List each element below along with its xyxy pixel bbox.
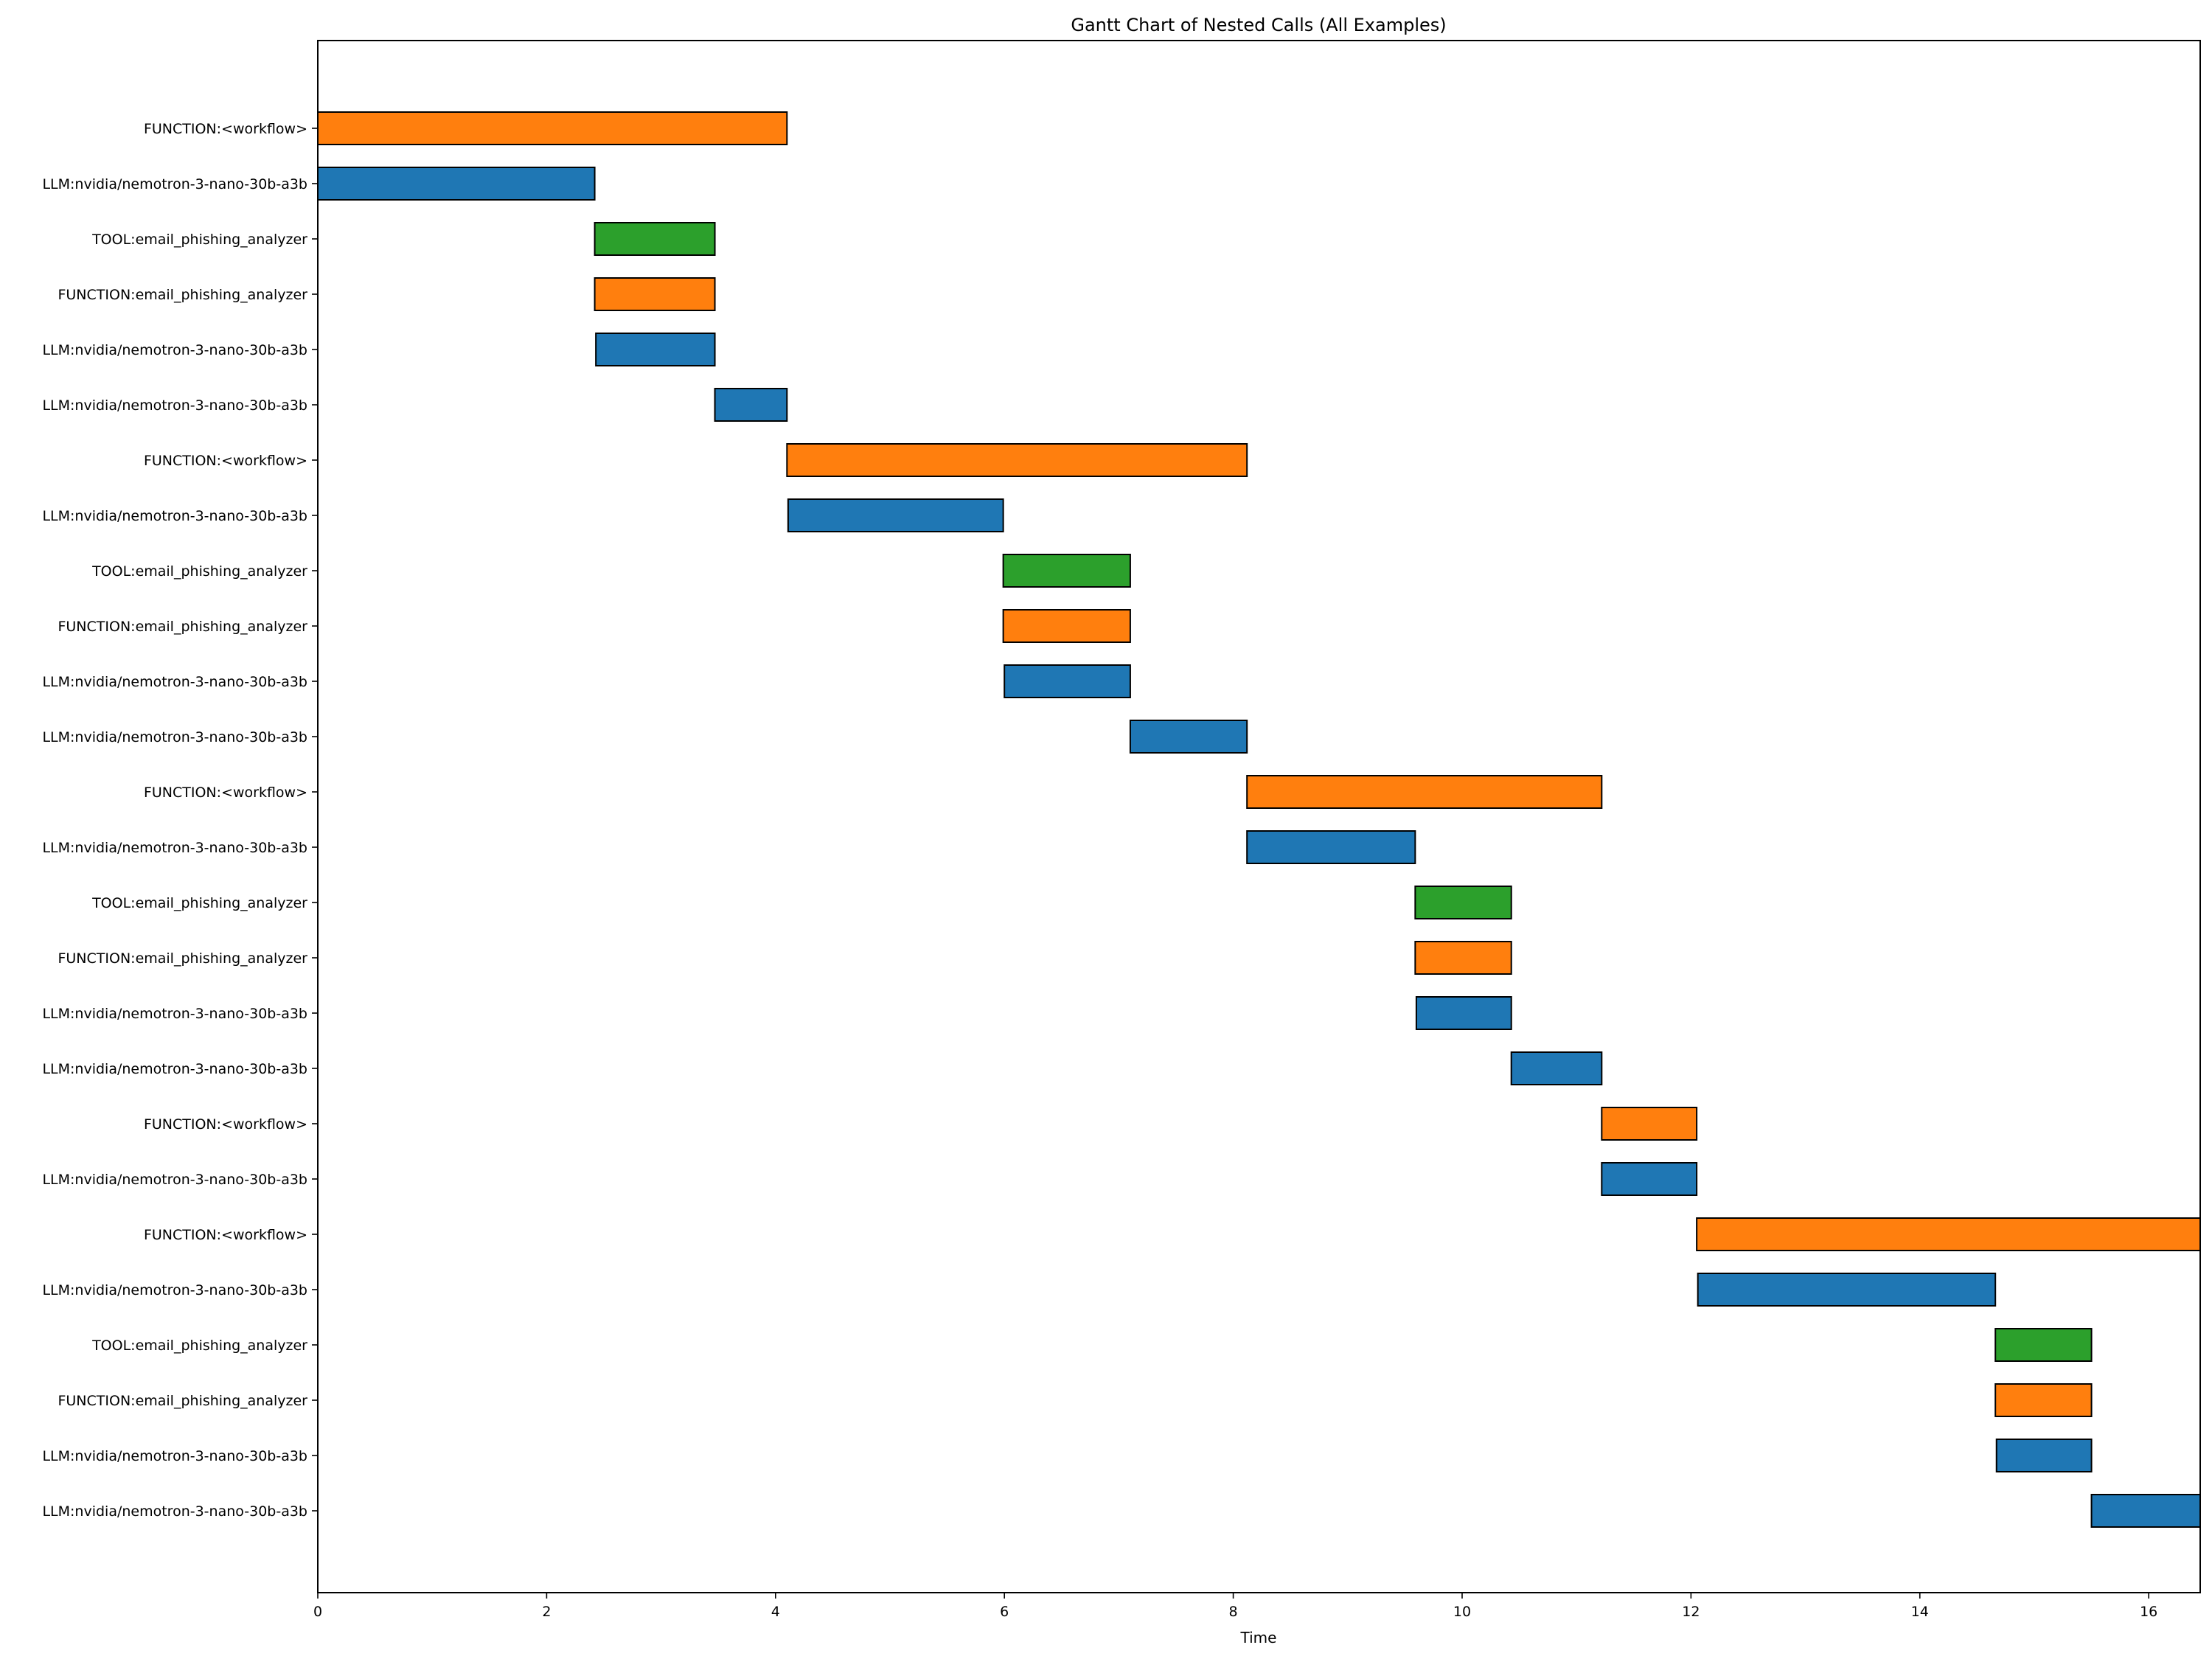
y-tick-label: LLM:nvidia/nemotron-3-nano-30b-a3b [42, 342, 307, 358]
y-tick-label: TOOL:email_phishing_analyzer [91, 563, 307, 580]
y-tick-label: FUNCTION:<workflow> [144, 785, 307, 801]
gantt-bar-llm [714, 388, 788, 422]
y-tick-label: FUNCTION:email_phishing_analyzer [58, 287, 307, 303]
y-tick-label: LLM:nvidia/nemotron-3-nano-30b-a3b [42, 1172, 307, 1188]
gantt-bar-llm [317, 167, 596, 201]
gantt-bar-llm [787, 498, 1004, 532]
y-tick-label: LLM:nvidia/nemotron-3-nano-30b-a3b [42, 1448, 307, 1464]
y-axis: FUNCTION:<workflow> LLM:nvidia/nemotron-3… [42, 121, 318, 1520]
gantt-bar-llm [1415, 996, 1512, 1030]
x-tick-label: 4 [771, 1604, 780, 1620]
y-tick-label: FUNCTION:email_phishing_analyzer [58, 619, 307, 635]
y-tick-label: LLM:nvidia/nemotron-3-nano-30b-a3b [42, 1282, 307, 1298]
y-tick-label: TOOL:email_phishing_analyzer [91, 232, 307, 248]
y-tick-label: LLM:nvidia/nemotron-3-nano-30b-a3b [42, 729, 307, 745]
gantt-bar-llm [1995, 1439, 2093, 1472]
gantt-bar-tool [1414, 886, 1512, 919]
gantt-bar-tool [594, 222, 716, 256]
gantt-bar-function [594, 277, 716, 311]
y-tick-label: LLM:nvidia/nemotron-3-nano-30b-a3b [42, 674, 307, 690]
x-tick-label: 2 [542, 1604, 551, 1620]
y-tick-label: FUNCTION:email_phishing_analyzer [58, 1393, 307, 1409]
gantt-bar-tool [1994, 1328, 2093, 1362]
gantt-bar-llm [1004, 664, 1131, 698]
gantt-bar-llm [1601, 1162, 1698, 1196]
y-tick-label: LLM:nvidia/nemotron-3-nano-30b-a3b [42, 1006, 307, 1022]
y-tick-label: FUNCTION:<workflow> [144, 453, 307, 469]
gantt-bar-function [1414, 941, 1512, 975]
gantt-bar-llm [595, 333, 716, 366]
y-tick-label: LLM:nvidia/nemotron-3-nano-30b-a3b [42, 840, 307, 856]
gantt-bar-llm [1246, 830, 1416, 864]
gantt-bar-llm [1510, 1051, 1603, 1085]
y-tick-label: FUNCTION:<workflow> [144, 1116, 307, 1133]
y-tick-label: FUNCTION:email_phishing_analyzer [58, 950, 307, 967]
gantt-bar-llm [1129, 720, 1248, 754]
gantt-bar-function [1002, 609, 1131, 643]
gantt-bar-llm [2090, 1494, 2201, 1528]
gantt-bar-function [1601, 1107, 1698, 1141]
y-tick-label: TOOL:email_phishing_analyzer [91, 1338, 307, 1354]
x-tick-label: 12 [1682, 1604, 1700, 1620]
gantt-bar-function [1994, 1383, 2093, 1417]
y-tick-label: LLM:nvidia/nemotron-3-nano-30b-a3b [42, 508, 307, 524]
gantt-bar-function [1246, 775, 1603, 809]
gantt-bar-tool [1002, 554, 1131, 588]
x-tick-label: 0 [313, 1604, 322, 1620]
x-tick-label: 16 [2140, 1604, 2157, 1620]
x-tick-label: 6 [1000, 1604, 1009, 1620]
y-tick-label: FUNCTION:<workflow> [144, 1227, 307, 1243]
y-tick-label: TOOL:email_phishing_analyzer [91, 895, 307, 911]
x-axis: 0 2 4 6 8 10 12 14 16 [313, 1593, 2157, 1620]
x-tick-label: 10 [1453, 1604, 1471, 1620]
gantt-bar-function [1696, 1217, 2201, 1251]
y-tick-label: LLM:nvidia/nemotron-3-nano-30b-a3b [42, 397, 307, 414]
y-tick-label: LLM:nvidia/nemotron-3-nano-30b-a3b [42, 1061, 307, 1077]
x-tick-label: 14 [1911, 1604, 1929, 1620]
chart-title: Gantt Chart of Nested Calls (All Example… [1071, 15, 1446, 35]
gantt-bar-llm [1697, 1273, 1997, 1307]
gantt-bar-function [317, 111, 788, 145]
plot-frame [317, 40, 2201, 1593]
bars-group [317, 111, 2201, 1528]
gantt-bar-function [786, 443, 1248, 477]
y-tick-label: LLM:nvidia/nemotron-3-nano-30b-a3b [42, 176, 307, 192]
x-tick-label: 8 [1229, 1604, 1238, 1620]
y-tick-label: FUNCTION:<workflow> [144, 121, 307, 137]
y-tick-label: LLM:nvidia/nemotron-3-nano-30b-a3b [42, 1503, 307, 1520]
x-axis-label: Time [1240, 1629, 1277, 1646]
